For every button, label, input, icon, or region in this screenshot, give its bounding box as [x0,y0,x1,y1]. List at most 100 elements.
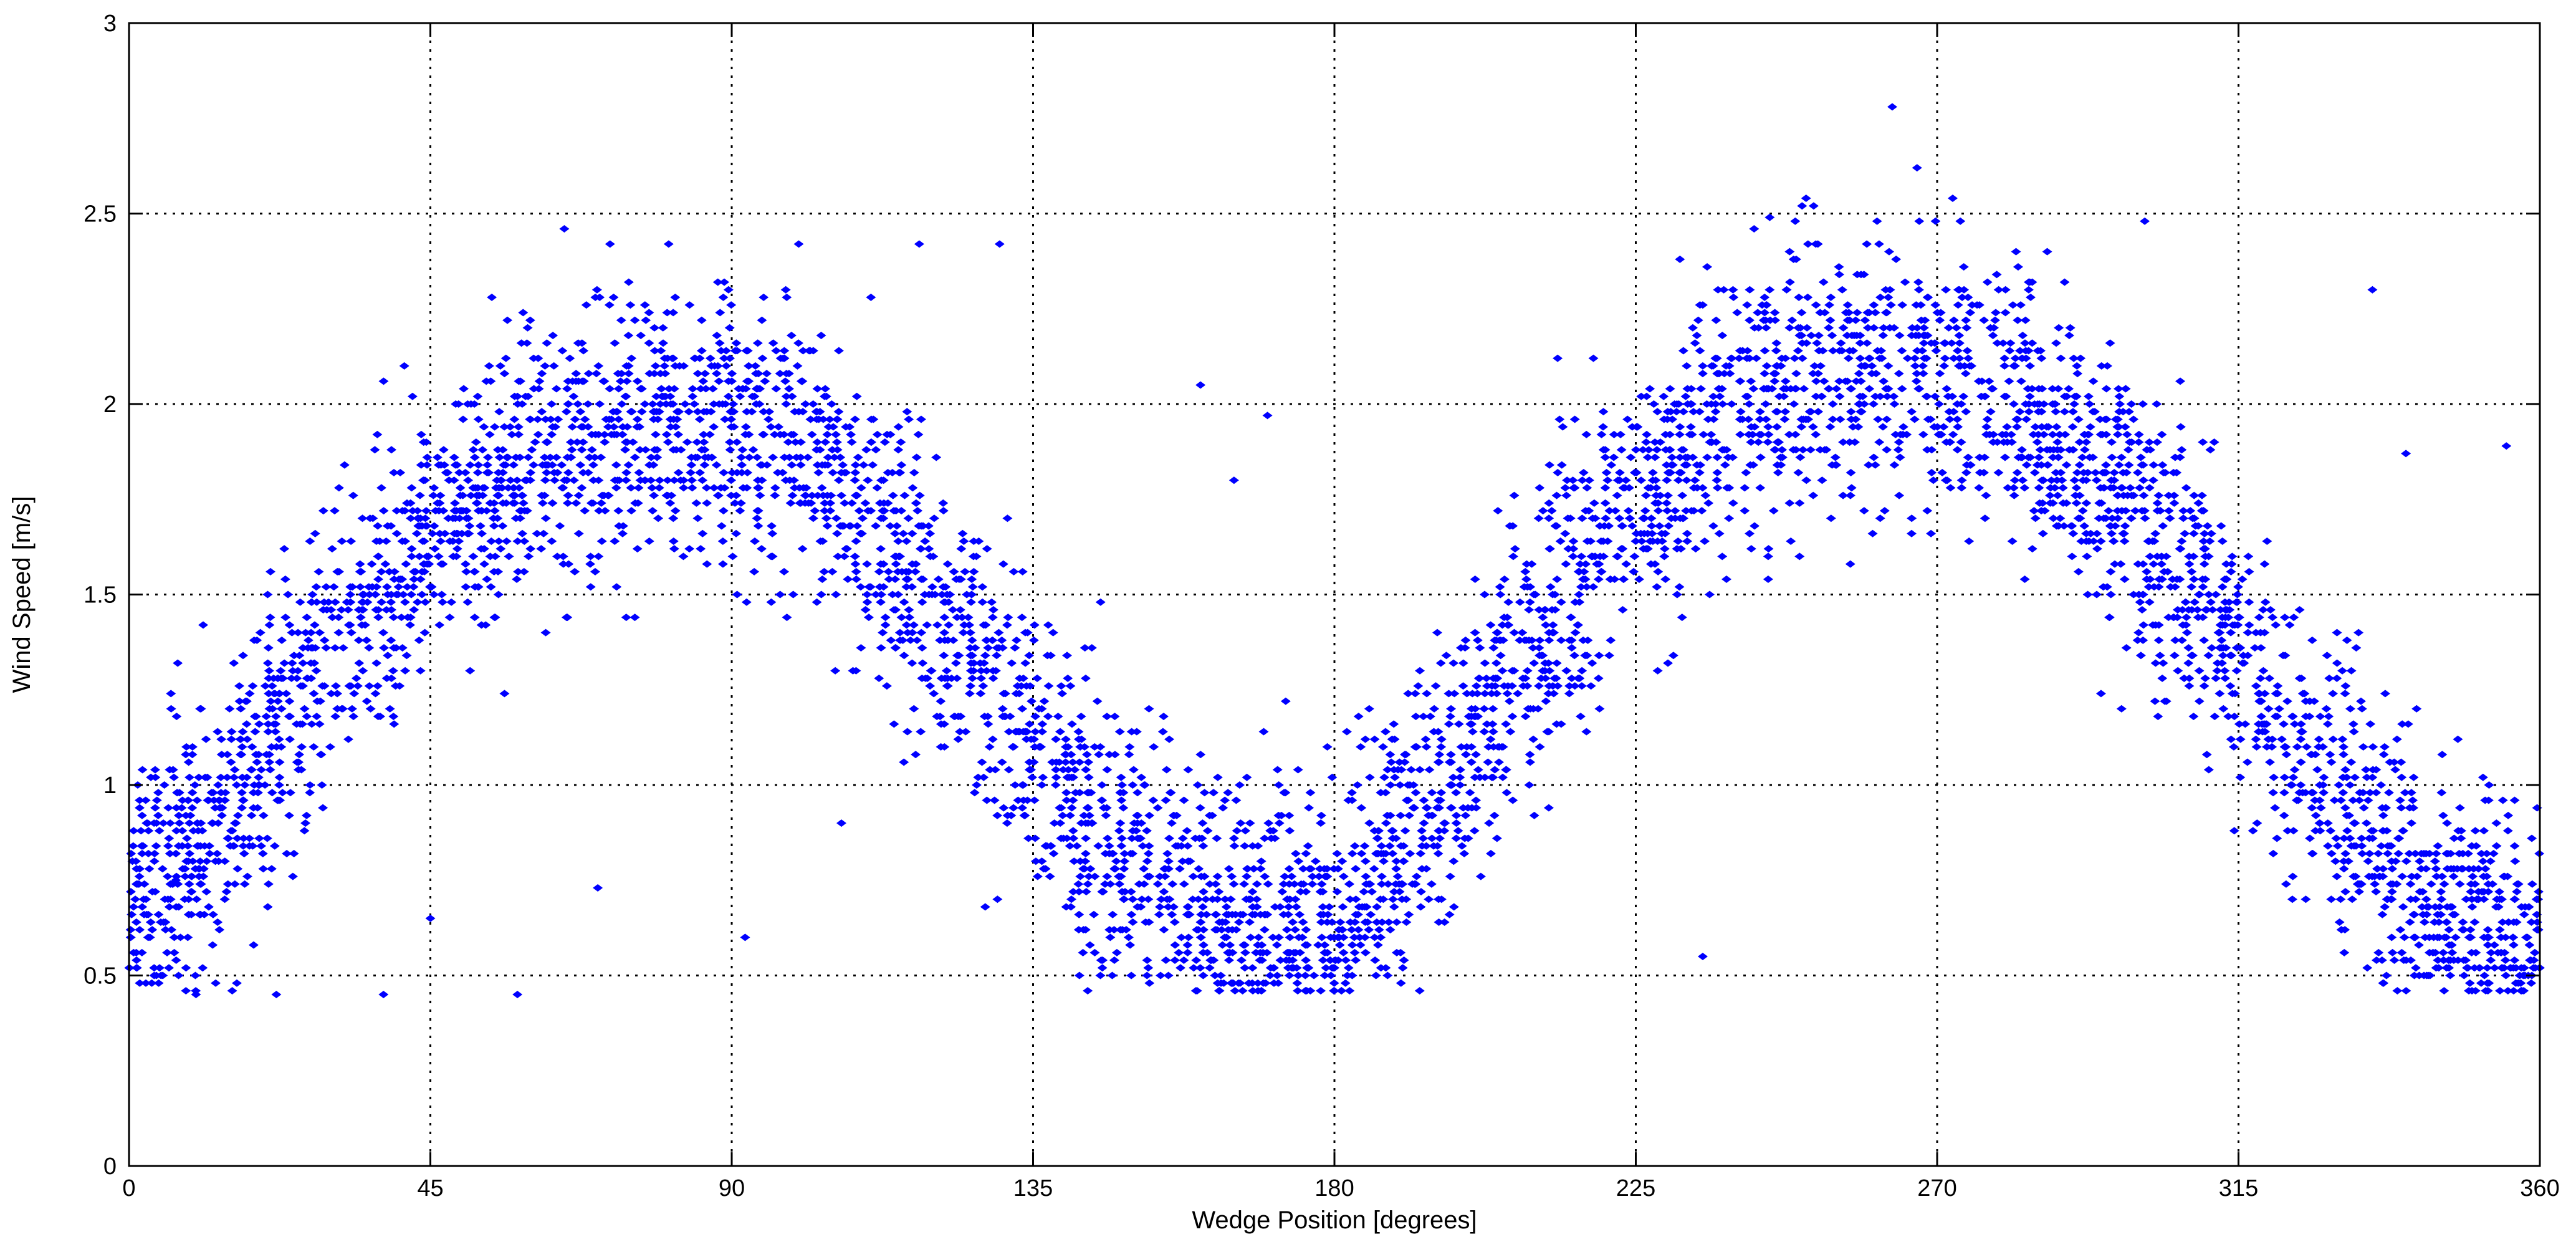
data-point [759,293,769,301]
data-point [2076,537,2087,545]
data-point [1646,514,1657,523]
data-point [292,758,302,766]
data-point [501,537,512,545]
data-point [2461,895,2471,903]
data-point [1910,362,1920,370]
data-point [2340,849,2351,857]
data-point [300,628,311,637]
data-point [2219,667,2230,675]
data-point [2349,872,2359,880]
data-point [163,804,174,812]
data-point [2481,849,2492,857]
data-point [514,430,524,438]
data-point [876,598,886,606]
data-point [2264,674,2275,682]
data-point [840,499,850,507]
data-point [1862,240,1872,248]
data-point [2211,674,2221,682]
data-point [224,705,235,713]
data-point [611,583,622,591]
data-point [2332,659,2342,667]
data-point [644,309,654,317]
data-point [1816,362,1826,370]
data-point [1793,324,1804,332]
data-point [780,377,790,385]
data-point [2100,461,2111,469]
data-point [147,926,158,934]
data-point [2527,880,2537,888]
data-point [2278,720,2289,728]
data-point [1068,834,1079,842]
data-point [552,468,563,476]
data-point [1921,392,1932,400]
data-point [144,865,155,873]
data-point [1708,392,1718,400]
data-point [1410,743,1420,751]
data-point [853,453,863,461]
data-point [413,514,423,523]
data-point [264,621,275,629]
data-point [787,461,797,469]
data-point [2296,781,2306,789]
data-point [231,979,242,987]
data-point [2133,438,2144,446]
data-point [414,552,424,561]
data-point [2163,614,2174,622]
data-point [819,507,830,515]
data-point [184,880,194,888]
data-point [1956,438,1966,446]
data-point [2252,819,2262,827]
data-point [1717,552,1728,561]
data-point [2176,636,2187,644]
data-point [1835,415,1846,423]
data-point [932,621,942,629]
data-point [482,461,492,469]
data-point [737,461,747,469]
data-point [237,773,247,781]
data-point [1763,545,1774,553]
data-point [571,370,582,378]
data-point [621,377,632,385]
data-point [1882,415,1892,423]
data-point [210,857,221,865]
data-point [1183,857,1194,865]
data-point [221,888,232,896]
data-point [901,583,912,591]
data-point [1455,773,1465,781]
data-point [1577,514,1587,523]
data-point [1471,804,1482,812]
data-point [835,453,846,461]
data-point [949,567,959,576]
data-point [1025,682,1035,690]
data-point [343,621,354,629]
data-point [1999,453,2010,461]
data-point [172,789,183,797]
data-point [898,529,909,537]
data-point [1051,758,1061,766]
data-point [726,476,737,484]
data-point [1376,880,1387,888]
data-point [1758,316,1769,324]
data-point [583,400,593,408]
data-point [1568,537,1579,545]
data-point [363,583,374,591]
data-point [248,941,259,949]
data-point [756,545,767,553]
data-point [1553,468,1563,476]
data-point [1370,956,1381,965]
data-point [265,766,275,774]
data-point [2430,948,2441,956]
data-point [232,811,243,819]
data-point [2003,484,2013,492]
data-point [2315,804,2326,812]
data-point [1466,743,1477,751]
data-point [1953,301,1963,309]
data-point [628,438,638,446]
data-point [1410,713,1421,721]
data-point [752,453,762,461]
data-point [862,590,873,599]
data-point [1127,834,1137,842]
data-point [1444,910,1455,918]
data-point [764,408,775,416]
data-point [349,690,360,698]
